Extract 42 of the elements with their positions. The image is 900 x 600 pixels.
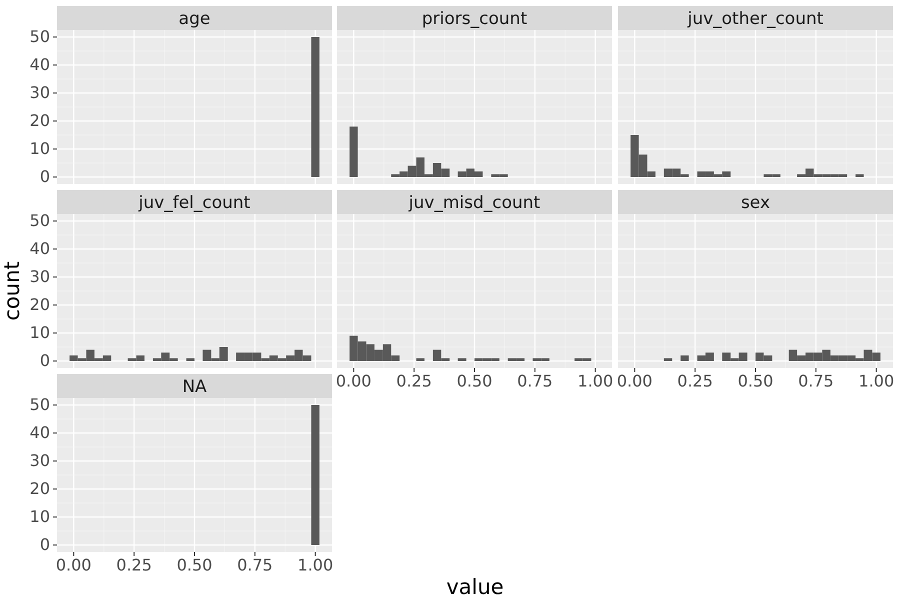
y-tick-label: 10 (30, 323, 50, 342)
x-tick-label: 0.00 (336, 371, 372, 390)
y-tick-label: 50 (30, 211, 50, 230)
y-tick-label: 0 (40, 351, 50, 370)
y-tick-label: 40 (30, 423, 50, 442)
chart-title: NA (182, 377, 208, 397)
x-tick-label: 0.75 (237, 555, 273, 574)
chart-title: juv_misd_count (408, 193, 541, 213)
x-tick-label: 0.50 (738, 371, 774, 390)
y-tick-label: 20 (30, 295, 50, 314)
x-tick-label: 1.00 (578, 371, 614, 390)
y-tick-label: 20 (30, 479, 50, 498)
y-axis-title: count (0, 261, 24, 321)
x-tick-label: 1.00 (858, 371, 894, 390)
y-tick-label: 10 (30, 507, 50, 526)
x-tick-label: 0.00 (56, 555, 92, 574)
chart-title: juv_other_count (686, 9, 824, 29)
y-tick-label: 50 (30, 27, 50, 46)
y-tick-label: 30 (30, 451, 50, 470)
chart-title: age (178, 9, 210, 29)
x-tick-label: 0.75 (517, 371, 553, 390)
y-tick-label: 30 (30, 267, 50, 286)
x-axis-title: value (446, 575, 504, 599)
y-tick-label: 0 (40, 167, 50, 186)
y-tick-label: 40 (30, 239, 50, 258)
y-tick-label: 50 (30, 395, 50, 414)
y-tick-label: 0 (40, 535, 50, 554)
chart-title: priors_count (422, 9, 528, 29)
y-tick-label: 30 (30, 83, 50, 102)
x-tick-label: 1.00 (298, 555, 334, 574)
chart-title: sex (740, 193, 770, 213)
x-tick-label: 0.25 (396, 371, 432, 390)
x-tick-label: 0.25 (677, 371, 713, 390)
x-tick-label: 0.50 (456, 371, 492, 390)
x-tick-label: 0.50 (176, 555, 212, 574)
x-tick-label: 0.00 (616, 371, 652, 390)
x-tick-label: 0.25 (116, 555, 152, 574)
y-tick-label: 20 (30, 111, 50, 130)
chart-title: juv_fel_count (138, 193, 251, 213)
y-tick-label: 10 (30, 139, 50, 158)
x-tick-label: 0.75 (798, 371, 834, 390)
y-tick-label: 40 (30, 55, 50, 74)
